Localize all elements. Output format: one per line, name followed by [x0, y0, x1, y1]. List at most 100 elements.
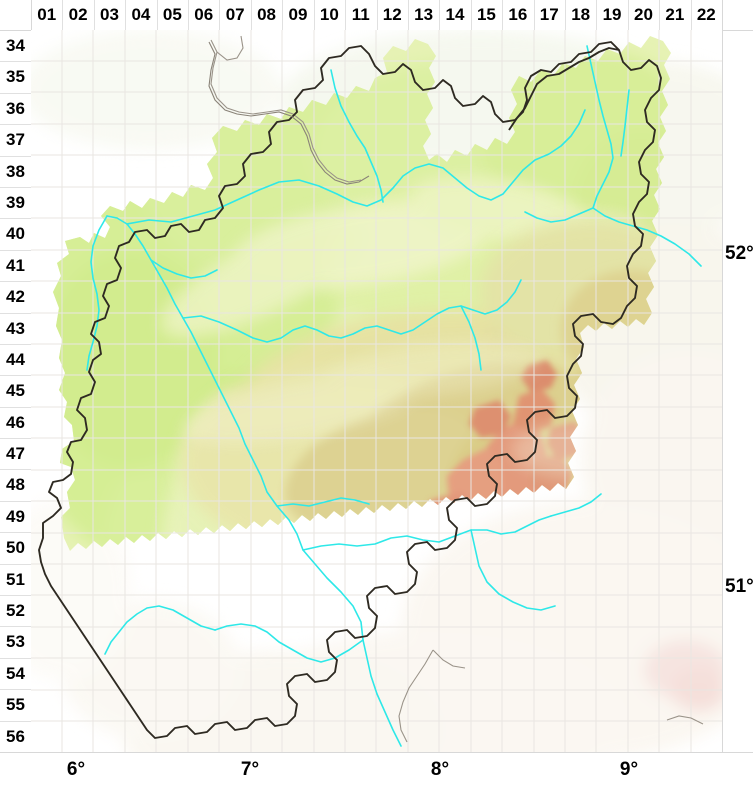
column-tick — [93, 0, 95, 30]
row-label-42: 42 — [6, 287, 25, 307]
column-label-08: 08 — [257, 5, 277, 24]
column-label-19: 19 — [602, 5, 622, 24]
column-label-14: 14 — [445, 5, 465, 24]
row-label-49: 49 — [6, 506, 25, 526]
row-label-43: 43 — [6, 318, 25, 338]
column-tick — [533, 0, 535, 30]
column-label-07: 07 — [225, 5, 245, 24]
row-label-45: 45 — [6, 381, 25, 401]
column-label-05: 05 — [162, 5, 182, 24]
row-tick — [0, 469, 31, 471]
longitude-label-2: 8° — [430, 759, 450, 780]
column-label-01: 01 — [37, 5, 57, 24]
row-header-column: 34 35 36 37 38 39 40 41 42 43 44 45 46 47 48 49 50 51 52 53… — [0, 30, 31, 752]
row-label-56: 56 — [6, 726, 25, 746]
row-tick — [0, 61, 31, 63]
longitude-label-3: 9° — [619, 759, 639, 780]
row-tick — [0, 218, 31, 220]
row-tick — [0, 689, 31, 691]
row-label-51: 51 — [6, 569, 25, 589]
row-label-35: 35 — [6, 67, 25, 87]
row-label-48: 48 — [6, 475, 25, 495]
row-label-53: 53 — [6, 632, 25, 652]
row-label-36: 36 — [6, 98, 25, 118]
secondary-border — [210, 35, 704, 743]
row-label-52: 52 — [6, 601, 25, 621]
column-tick — [564, 0, 566, 30]
row-tick — [0, 532, 31, 534]
netherlands-border — [208, 41, 370, 185]
row-label-39: 39 — [6, 192, 25, 212]
row-tick — [0, 343, 31, 345]
column-label-15: 15 — [476, 5, 496, 24]
column-tick — [502, 0, 504, 30]
row-label-47: 47 — [6, 444, 25, 464]
column-label-06: 06 — [194, 5, 214, 24]
row-label-50: 50 — [6, 538, 25, 558]
row-tick — [0, 281, 31, 283]
row-tick — [0, 124, 31, 126]
column-tick — [596, 0, 598, 30]
column-label-21: 21 — [665, 5, 685, 24]
row-label-37: 37 — [6, 130, 25, 150]
row-tick — [0, 312, 31, 314]
row-tick — [0, 720, 31, 722]
topographic-map-canvas[interactable] — [31, 30, 722, 752]
row-tick — [0, 92, 31, 94]
row-label-40: 40 — [6, 224, 25, 244]
row-tick — [0, 563, 31, 565]
column-tick — [376, 0, 378, 30]
longitude-label-0: 6° — [66, 759, 86, 780]
column-tick — [659, 0, 661, 30]
column-tick — [219, 0, 221, 30]
column-label-12: 12 — [382, 5, 402, 24]
row-tick — [0, 249, 31, 251]
row-label-41: 41 — [6, 255, 25, 275]
column-tick — [313, 0, 315, 30]
row-label-38: 38 — [6, 161, 25, 181]
column-tick — [62, 0, 64, 30]
column-label-03: 03 — [100, 5, 119, 24]
row-tick — [0, 657, 31, 659]
latitude-label-0: 52° — [725, 243, 753, 264]
column-label-20: 20 — [634, 5, 653, 24]
column-tick — [690, 0, 692, 30]
column-tick — [345, 0, 347, 30]
row-label-55: 55 — [6, 695, 25, 715]
column-tick — [282, 0, 284, 30]
column-label-11: 11 — [351, 5, 370, 24]
longitude-label-1: 7° — [240, 759, 260, 780]
latitude-axis: 52° 51° — [722, 30, 753, 752]
column-tick — [439, 0, 441, 30]
row-label-34: 34 — [6, 36, 25, 55]
river-network — [86, 45, 702, 747]
latitude-label-1: 51° — [725, 576, 753, 597]
column-tick — [156, 0, 158, 30]
column-tick — [188, 0, 190, 30]
bottom-divider — [0, 752, 753, 753]
row-tick — [0, 500, 31, 502]
row-tick — [0, 626, 31, 628]
column-tick — [407, 0, 409, 30]
row-label-44: 44 — [6, 349, 25, 369]
state-border-ne-lobe — [508, 47, 620, 131]
row-label-46: 46 — [6, 412, 25, 432]
row-tick — [0, 406, 31, 408]
column-label-16: 16 — [508, 5, 528, 24]
column-tick — [125, 0, 127, 30]
column-label-02: 02 — [68, 5, 88, 24]
row-tick — [0, 438, 31, 440]
column-label-17: 17 — [539, 5, 559, 24]
column-label-04: 04 — [131, 5, 151, 24]
column-tick — [470, 0, 472, 30]
row-tick — [0, 595, 31, 597]
row-label-54: 54 — [6, 663, 25, 683]
column-header-row: 01 02 03 04 05 06 07 08 09 10 11 12 13 14 15 16 17 18 19 20… — [31, 0, 722, 30]
column-label-22: 22 — [696, 5, 716, 24]
right-map-divider — [722, 0, 723, 752]
state-border-nrw — [38, 41, 662, 739]
column-tick — [627, 0, 629, 30]
column-label-09: 09 — [288, 5, 308, 24]
column-label-18: 18 — [571, 5, 591, 24]
